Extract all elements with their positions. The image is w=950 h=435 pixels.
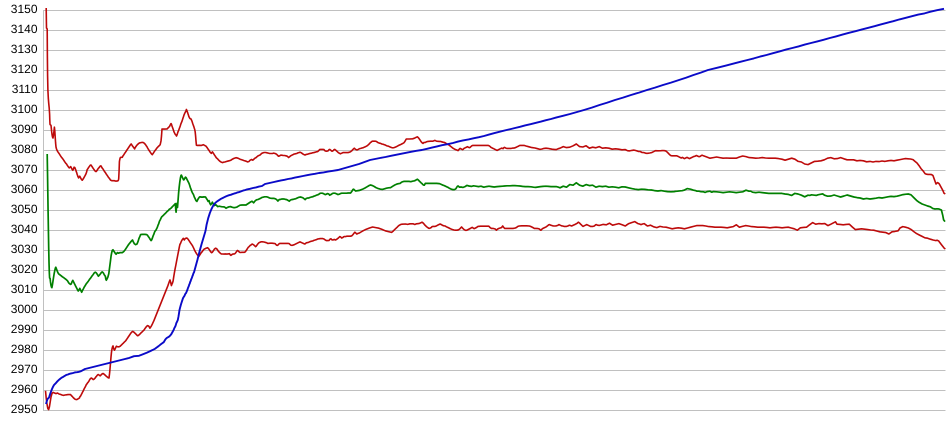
svg-text:3000: 3000	[11, 302, 38, 316]
svg-text:3080: 3080	[11, 142, 38, 156]
svg-text:3030: 3030	[11, 242, 38, 256]
svg-text:3010: 3010	[11, 282, 38, 296]
svg-text:3060: 3060	[11, 182, 38, 196]
svg-text:2950: 2950	[11, 402, 38, 416]
svg-text:2980: 2980	[11, 342, 38, 356]
svg-text:3140: 3140	[11, 22, 38, 36]
svg-text:3100: 3100	[11, 102, 38, 116]
svg-text:2960: 2960	[11, 382, 38, 396]
svg-text:2990: 2990	[11, 322, 38, 336]
svg-text:3150: 3150	[11, 2, 38, 16]
svg-text:3050: 3050	[11, 202, 38, 216]
svg-text:3110: 3110	[12, 82, 38, 96]
svg-text:3120: 3120	[11, 62, 38, 76]
svg-text:2970: 2970	[11, 362, 38, 376]
svg-text:3090: 3090	[11, 122, 38, 136]
svg-text:3020: 3020	[11, 262, 38, 276]
svg-text:3130: 3130	[11, 42, 38, 56]
svg-text:3040: 3040	[11, 222, 38, 236]
svg-text:3070: 3070	[11, 162, 38, 176]
